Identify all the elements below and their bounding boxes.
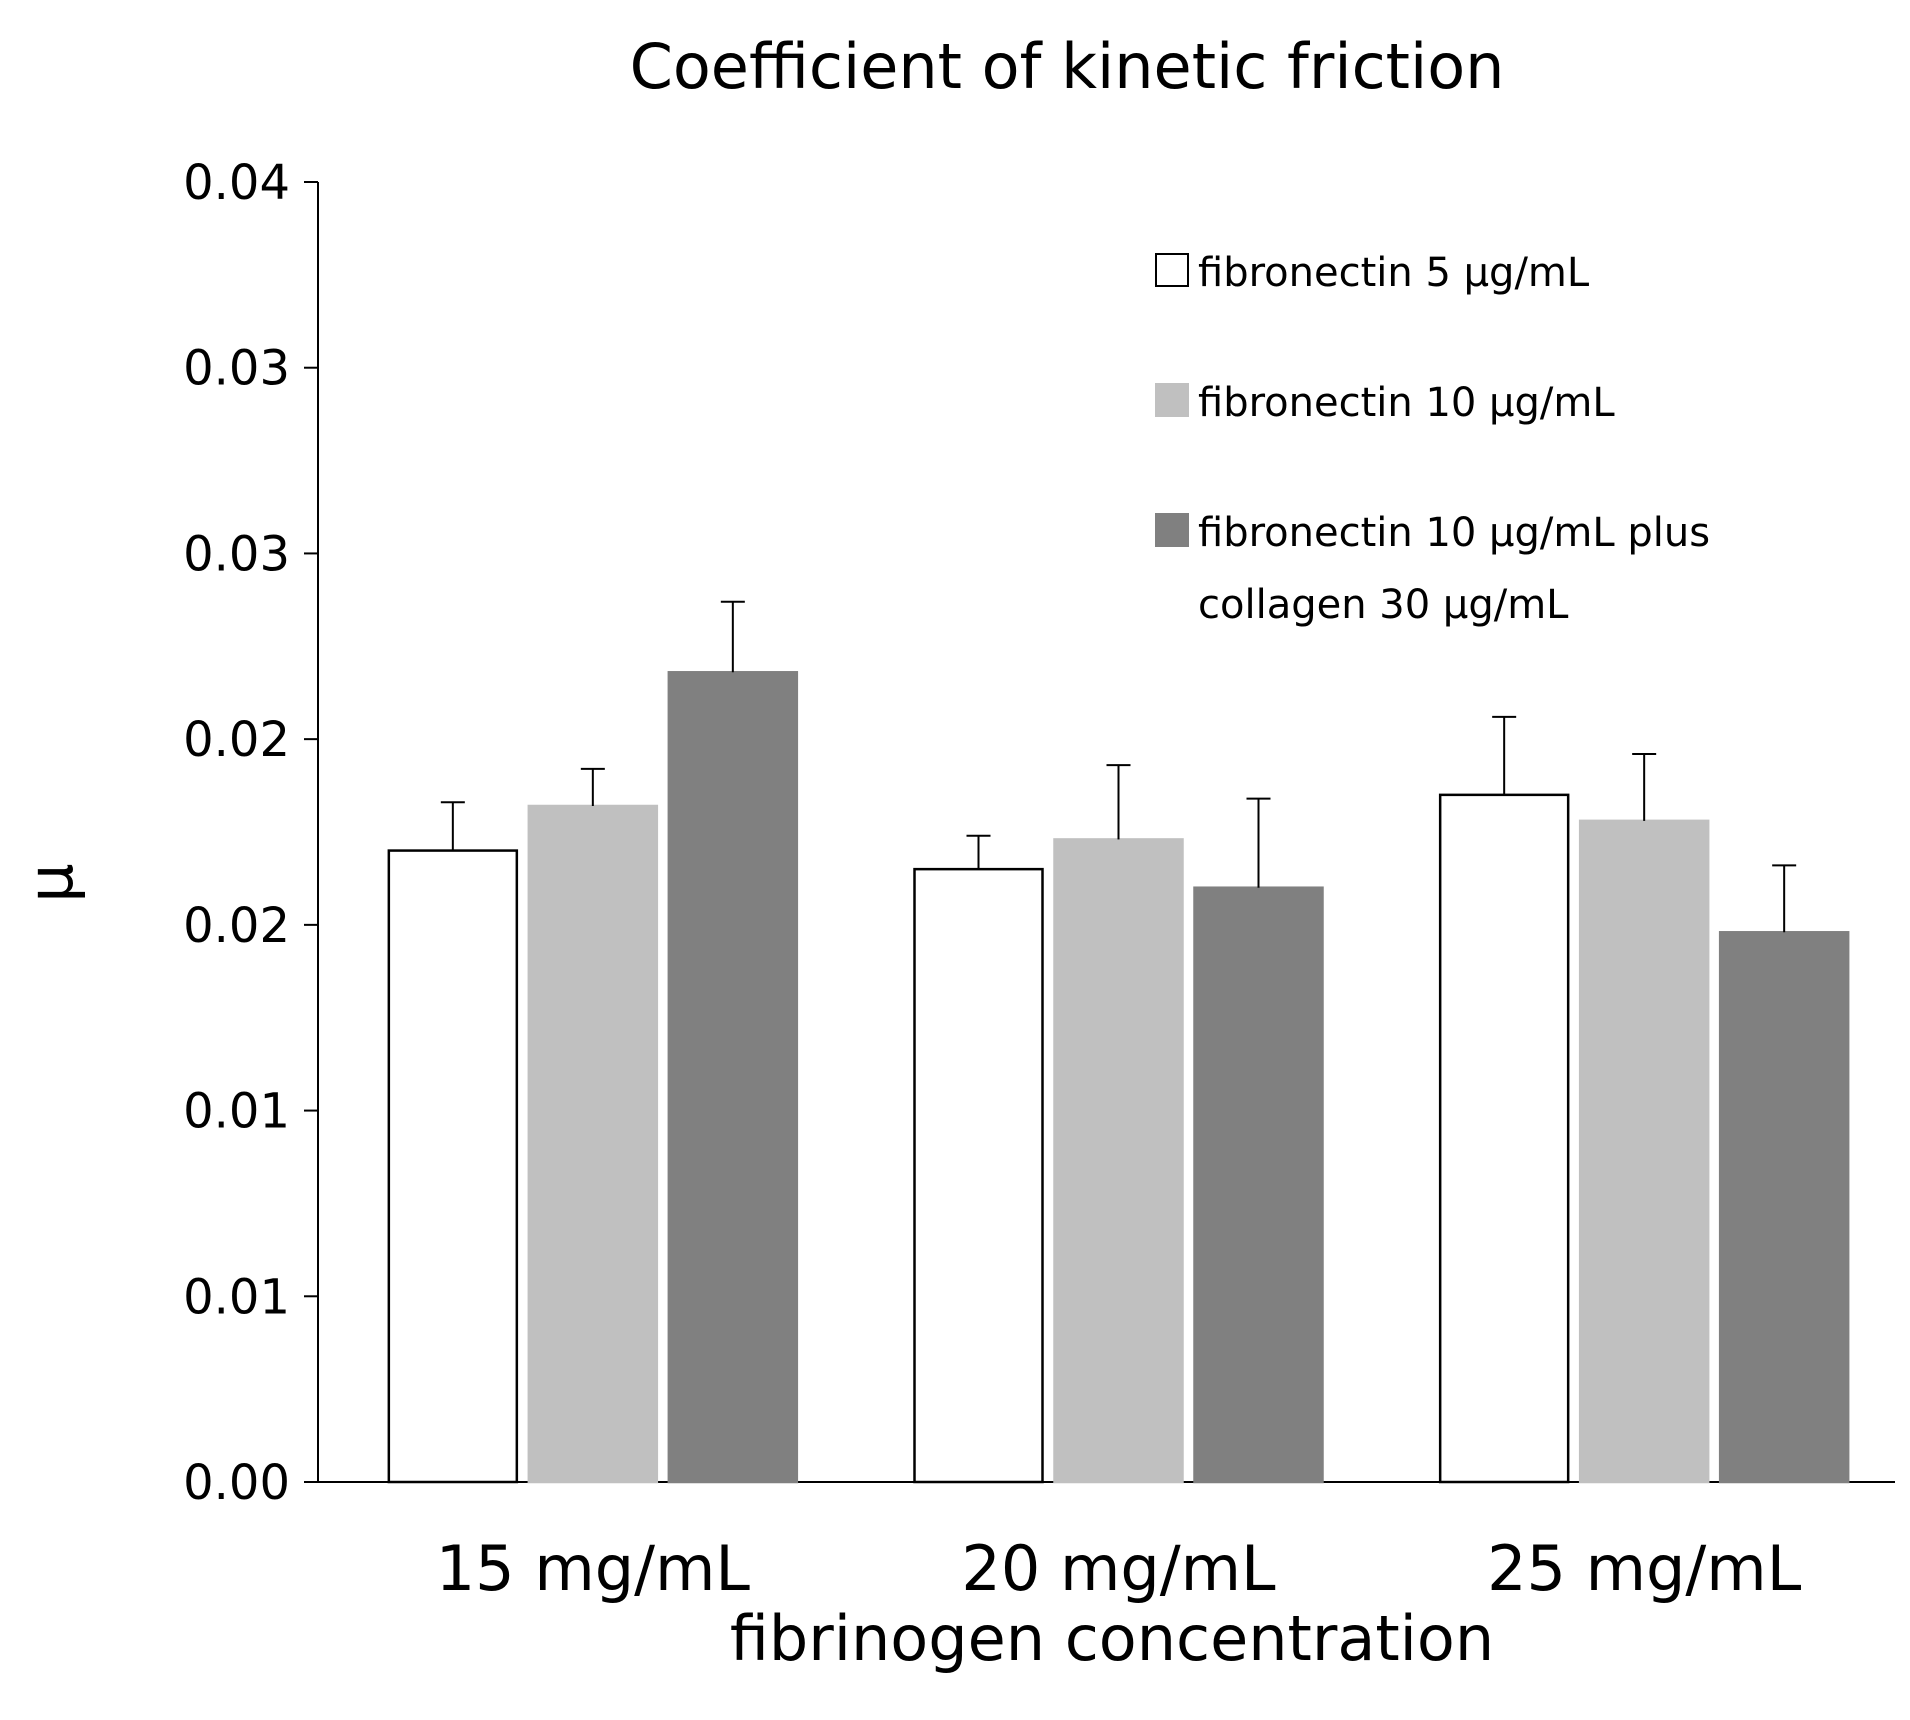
y-tick-label: 0.03 (183, 526, 290, 582)
bar-1-2 (913, 867, 1044, 1484)
x-axis-category-labels: 15 mg/mL 20 mg/mL 25 mg/mL (436, 1532, 1802, 1605)
x-axis-title: fibrinogen concentration (730, 1602, 1494, 1675)
bars-group (387, 600, 1850, 1484)
bar-1-1 (387, 849, 519, 1484)
legend-swatch-2 (1155, 383, 1189, 417)
y-tick-label: 0.03 (183, 341, 290, 397)
bar-3-3 (1718, 931, 1850, 1484)
y-tick-label: 0.02 (183, 898, 290, 954)
x-category-label: 15 mg/mL (436, 1532, 751, 1605)
legend-label: collagen 30 μg/mL (1198, 582, 1569, 628)
bar-1-3 (1438, 793, 1570, 1484)
legend-label: fibronectin 5 μg/mL (1198, 250, 1590, 296)
bar-2-1 (527, 804, 659, 1484)
bar-3-2 (1193, 886, 1324, 1484)
y-tick-label: 0.02 (183, 712, 290, 768)
y-axis-ticks: 0.00 0.01 0.01 0.02 0.02 0.03 0.03 0.04 (183, 155, 318, 1511)
y-tick-label: 0.01 (183, 1269, 290, 1325)
legend-label: fibronectin 10 μg/mL (1198, 380, 1615, 426)
legend: fibronectin 5 μg/mL fibronectin 10 μg/mL f… (1155, 250, 1710, 628)
bar-2-2 (1053, 838, 1184, 1484)
y-axis-title: μ (14, 863, 87, 902)
legend-label: fibronectin 10 μg/mL plus (1198, 510, 1710, 556)
x-category-label: 25 mg/mL (1487, 1532, 1802, 1605)
legend-swatch-1 (1155, 253, 1189, 287)
y-tick-label: 0.01 (183, 1084, 290, 1140)
x-category-label: 20 mg/mL (961, 1532, 1276, 1605)
y-tick-label: 0.04 (183, 155, 290, 211)
chart-title: Coefficient of kinetic friction (630, 30, 1505, 103)
legend-swatch-3 (1155, 513, 1189, 547)
y-tick-label: 0.00 (183, 1455, 290, 1511)
bar-2-3 (1578, 819, 1710, 1484)
bar-3-1 (667, 671, 799, 1484)
